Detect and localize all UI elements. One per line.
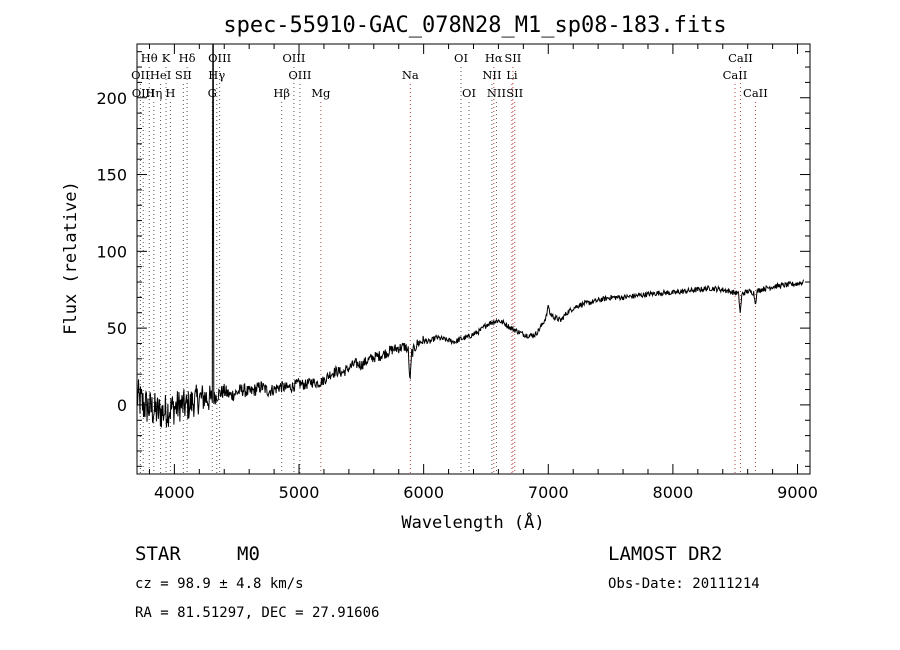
line-marker-label: Hη: [145, 86, 162, 100]
line-marker-label: NII: [487, 86, 506, 100]
line-marker-label: CaII: [743, 86, 768, 100]
y-tick-label: 150: [96, 166, 127, 185]
x-tick-label: 5000: [279, 483, 320, 502]
obs-date-text: Obs-Date: 20111214: [608, 576, 760, 592]
line-marker-label: HeI: [150, 68, 171, 82]
y-tick-label: 50: [107, 319, 127, 338]
line-marker-label: SII: [504, 51, 521, 65]
object-subclass: M0: [237, 543, 260, 565]
line-marker-label: NII: [482, 68, 501, 82]
x-axis-label: Wavelength (Å): [401, 511, 544, 533]
line-marker-label: Li: [506, 68, 518, 82]
y-tick-label: 200: [96, 89, 127, 108]
line-marker-label: OIII: [288, 68, 311, 82]
spectrum-series-layer: [136, 43, 804, 428]
line-marker-label: OI: [454, 51, 468, 65]
object-class: STAR: [135, 543, 181, 565]
line-marker-label: OII: [131, 68, 150, 82]
x-tick-label: 4000: [154, 483, 195, 502]
line-marker-label: Mg: [311, 86, 331, 100]
chart-title: spec-55910-GAC_078N28_M1_sp08-183.fits: [223, 13, 726, 38]
y-tick-label: 0: [117, 396, 127, 415]
line-marker-label: SII: [175, 68, 192, 82]
coordinates-text: RA = 81.51297, DEC = 27.91606: [135, 605, 380, 621]
axes-layer: 4000 5000 6000 7000 8000 9000 0 50 100 150 200: [96, 43, 818, 502]
line-marker-label: H: [165, 86, 175, 100]
line-marker-label: CaII: [728, 51, 753, 65]
x-tick-label: 8000: [653, 483, 694, 502]
line-marker-label: K: [162, 51, 171, 65]
line-marker-label: Hγ: [208, 68, 225, 82]
line-marker-label: OIII: [208, 51, 231, 65]
line-marker-label: CaII: [723, 68, 748, 82]
spectrum-line: [136, 43, 804, 428]
y-axis-label: Flux (relative): [61, 181, 81, 335]
line-marker-label: SII: [506, 86, 523, 100]
survey-name: LAMOST DR2: [608, 543, 723, 565]
redshift-text: cz = 98.9 ± 4.8 km/s: [135, 576, 304, 592]
line-marker-label: OI: [462, 86, 476, 100]
x-tick-label: 9000: [777, 483, 818, 502]
line-marker-label: OIII: [282, 51, 305, 65]
line-marker-label: Hβ: [273, 86, 290, 100]
x-tick-label: 6000: [403, 483, 444, 502]
line-marker-label: Hθ: [141, 51, 158, 65]
line-marker-label: Na: [402, 68, 419, 82]
line-marker-label: Hδ: [179, 51, 196, 65]
plot-frame: [136, 43, 811, 475]
y-tick-label: 100: [96, 242, 127, 261]
line-marker-label: Hα: [485, 51, 503, 65]
x-tick-label: 7000: [528, 483, 569, 502]
